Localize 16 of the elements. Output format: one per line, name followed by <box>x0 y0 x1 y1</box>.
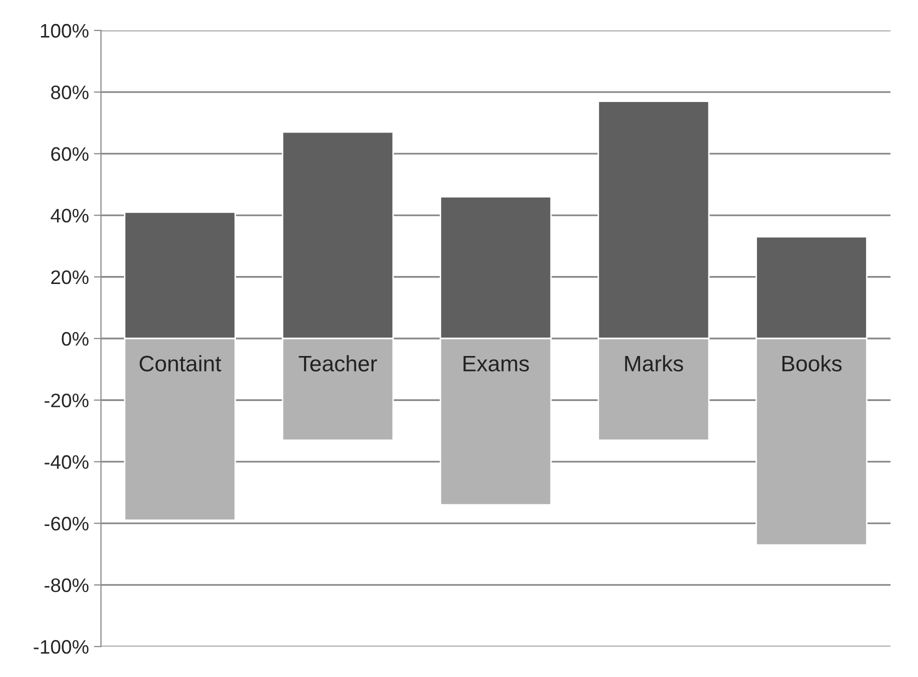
x-tick-label: Books <box>782 355 842 372</box>
y-tick-label: -80% <box>44 578 88 592</box>
y-tick-label: 100% <box>40 24 88 38</box>
x-tick-label: Marks <box>625 355 684 372</box>
y-tick-label: 20% <box>51 270 88 284</box>
x-tick-label: Containt <box>140 355 222 372</box>
y-tick-label: -100% <box>34 640 88 654</box>
y-tick-label: -60% <box>44 516 88 531</box>
x-tick-label: Exams <box>464 356 529 372</box>
y-tick-label: 0% <box>62 332 88 346</box>
x-tick-label: Teacher <box>298 355 377 372</box>
y-tick-label: 80% <box>51 86 88 100</box>
y-tick-label: 60% <box>51 147 88 161</box>
y-tick-label: -40% <box>44 455 88 469</box>
y-tick-label: -20% <box>44 394 88 408</box>
y-tick-label: 40% <box>50 208 88 223</box>
